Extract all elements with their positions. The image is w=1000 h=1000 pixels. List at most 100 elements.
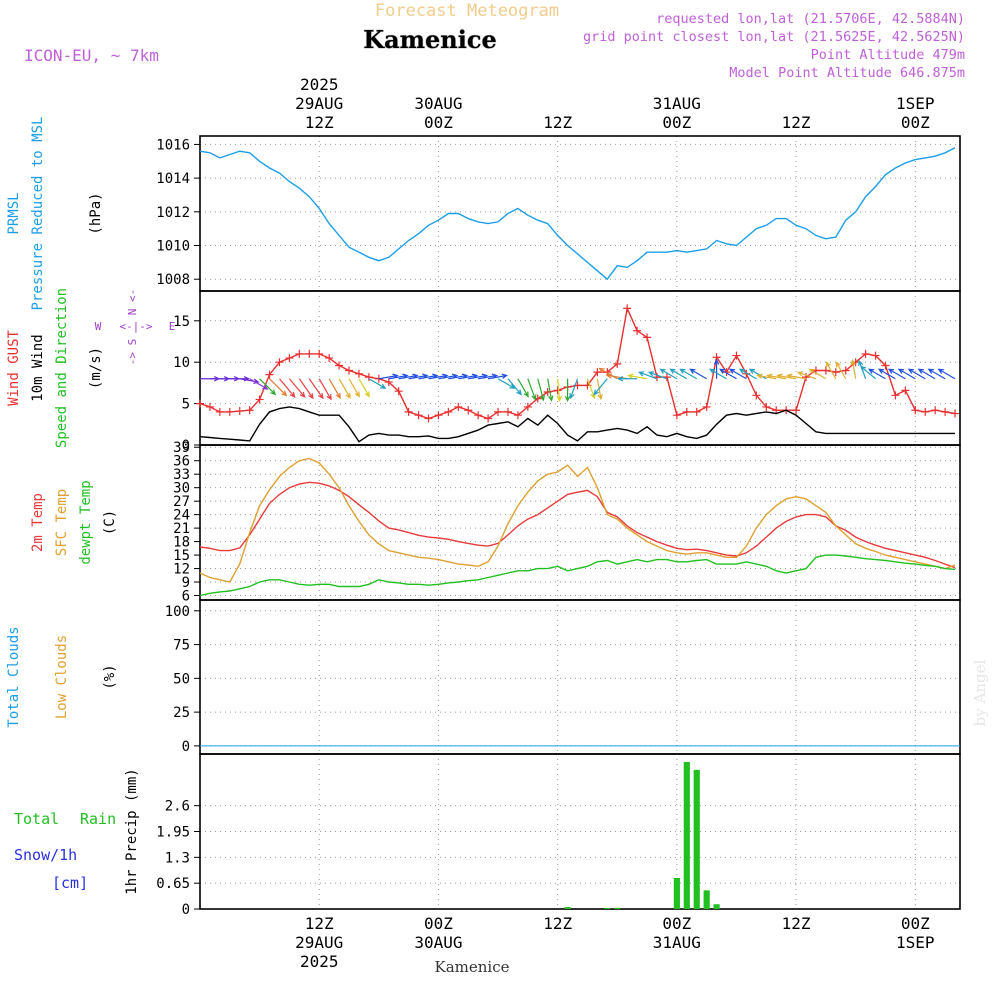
gust-marker — [941, 407, 950, 416]
panel-label: (C) — [102, 510, 118, 535]
gust-marker — [325, 354, 334, 363]
panel-label: Speed and Direction — [54, 288, 70, 448]
y-tick-label: 1.95 — [156, 825, 190, 841]
y-tick-label: 1008 — [156, 272, 190, 288]
wind-arrow — [358, 378, 370, 398]
gust-marker — [593, 368, 602, 377]
y-tick-label: 0 — [182, 739, 190, 755]
gust-marker — [672, 411, 681, 420]
gust-marker — [364, 373, 373, 382]
series-prmsl — [199, 147, 956, 281]
time-tick-label: 1SEP — [896, 94, 935, 113]
compass-west: W — [95, 320, 102, 333]
panel-clouds: 0 25 50 75 100 Total Clouds Low Clouds (%) — [6, 599, 961, 755]
gust-marker — [424, 414, 433, 423]
y-tick-label: 24 — [173, 508, 190, 524]
wind-arrow — [659, 368, 678, 380]
time-tick-label: 2025 — [300, 75, 339, 94]
wind-arrow — [616, 376, 638, 382]
panel-label: Low Clouds — [54, 635, 70, 719]
time-tick-label: 12Z — [782, 914, 811, 933]
precip-legend-rain: Rain — [80, 810, 116, 828]
grid-point-coords: grid point closest lon,lat (21.5625E, 42… — [583, 29, 965, 45]
precip-bar — [604, 908, 611, 909]
precip-legend-total: Total — [14, 810, 59, 828]
gust-marker — [454, 402, 463, 411]
y-tick-label: 0 — [182, 902, 190, 918]
gust-marker — [553, 386, 562, 395]
panel-label: Total Clouds — [6, 626, 22, 727]
panel-label: 10m Wind — [30, 334, 46, 401]
gust-marker — [484, 414, 493, 423]
wind-arrow — [647, 371, 668, 380]
time-tick-label: 2025 — [300, 952, 339, 971]
location-title: Kamenice — [363, 25, 497, 54]
wind-arrow — [786, 373, 807, 380]
wind-arrow — [368, 378, 387, 389]
panel-label: (m/s) — [88, 347, 104, 389]
y-tick-label: 15 — [173, 548, 190, 564]
precip-bar — [693, 769, 700, 909]
gust-marker — [305, 349, 314, 358]
gust-marker — [245, 406, 254, 415]
y-tick-label: 0 — [182, 438, 190, 454]
y-tick-label: 1.3 — [165, 850, 190, 866]
precip-axis-label: 1hr Precip (mm) — [124, 768, 140, 894]
gust-marker — [235, 407, 244, 416]
wind-arrow — [569, 378, 579, 400]
wind-arrow — [776, 373, 797, 380]
gust-marker — [831, 368, 840, 377]
wind-arrow — [756, 373, 777, 380]
model-point-altitude: Model Point Altitude 646.875m — [729, 65, 965, 81]
compass-arrows: <-|-> — [119, 320, 152, 333]
gust-marker — [692, 407, 701, 416]
panel-label: SFC Temp — [54, 489, 70, 556]
gust-marker — [196, 399, 204, 408]
gust-marker — [215, 407, 224, 416]
precip-bar — [673, 878, 680, 909]
gust-marker — [702, 402, 711, 411]
wind-arrow — [288, 378, 306, 398]
wind-arrow — [249, 378, 269, 390]
time-tick-label: 00Z — [662, 914, 691, 933]
gust-marker — [503, 407, 512, 416]
y-tick-label: 1012 — [156, 205, 190, 221]
gust-marker — [345, 366, 354, 375]
gust-marker — [523, 402, 532, 411]
wind-arrow — [917, 368, 936, 380]
requested-coords: requested lon,lat (21.5706E, 42.5884N) — [656, 11, 965, 27]
wind-arrow — [507, 378, 522, 396]
gust-marker — [951, 409, 960, 418]
panel-label: PRMSL — [6, 192, 22, 234]
wind-arrow — [348, 378, 360, 398]
gust-marker — [732, 351, 741, 360]
gust-marker — [205, 402, 214, 411]
panel-label: Wind GUST — [6, 330, 22, 406]
wind-arrow — [689, 368, 707, 380]
gust-marker — [434, 411, 443, 420]
wind-arrow — [598, 367, 618, 380]
y-tick-label: 9 — [182, 575, 190, 591]
wind-arrow — [488, 373, 508, 380]
gust-marker — [474, 411, 483, 420]
gust-marker — [871, 351, 880, 360]
gust-marker — [742, 369, 751, 378]
wind-arrow — [709, 368, 727, 380]
wind-arrow — [907, 368, 926, 380]
gust-marker — [414, 411, 423, 420]
gust-marker — [513, 411, 522, 420]
gust-marker — [881, 361, 890, 370]
gust-marker — [275, 358, 284, 367]
y-tick-label: 25 — [173, 705, 190, 721]
panel-label: (hPa) — [88, 192, 104, 234]
time-tick-label: 31AUG — [653, 94, 701, 113]
wind-arrow — [638, 371, 658, 380]
wind-arrow — [547, 378, 554, 402]
wind-arrow — [298, 378, 314, 400]
wind-arrow — [259, 378, 277, 396]
compass-north: N <- — [126, 289, 139, 316]
wind-arrow — [564, 378, 571, 403]
